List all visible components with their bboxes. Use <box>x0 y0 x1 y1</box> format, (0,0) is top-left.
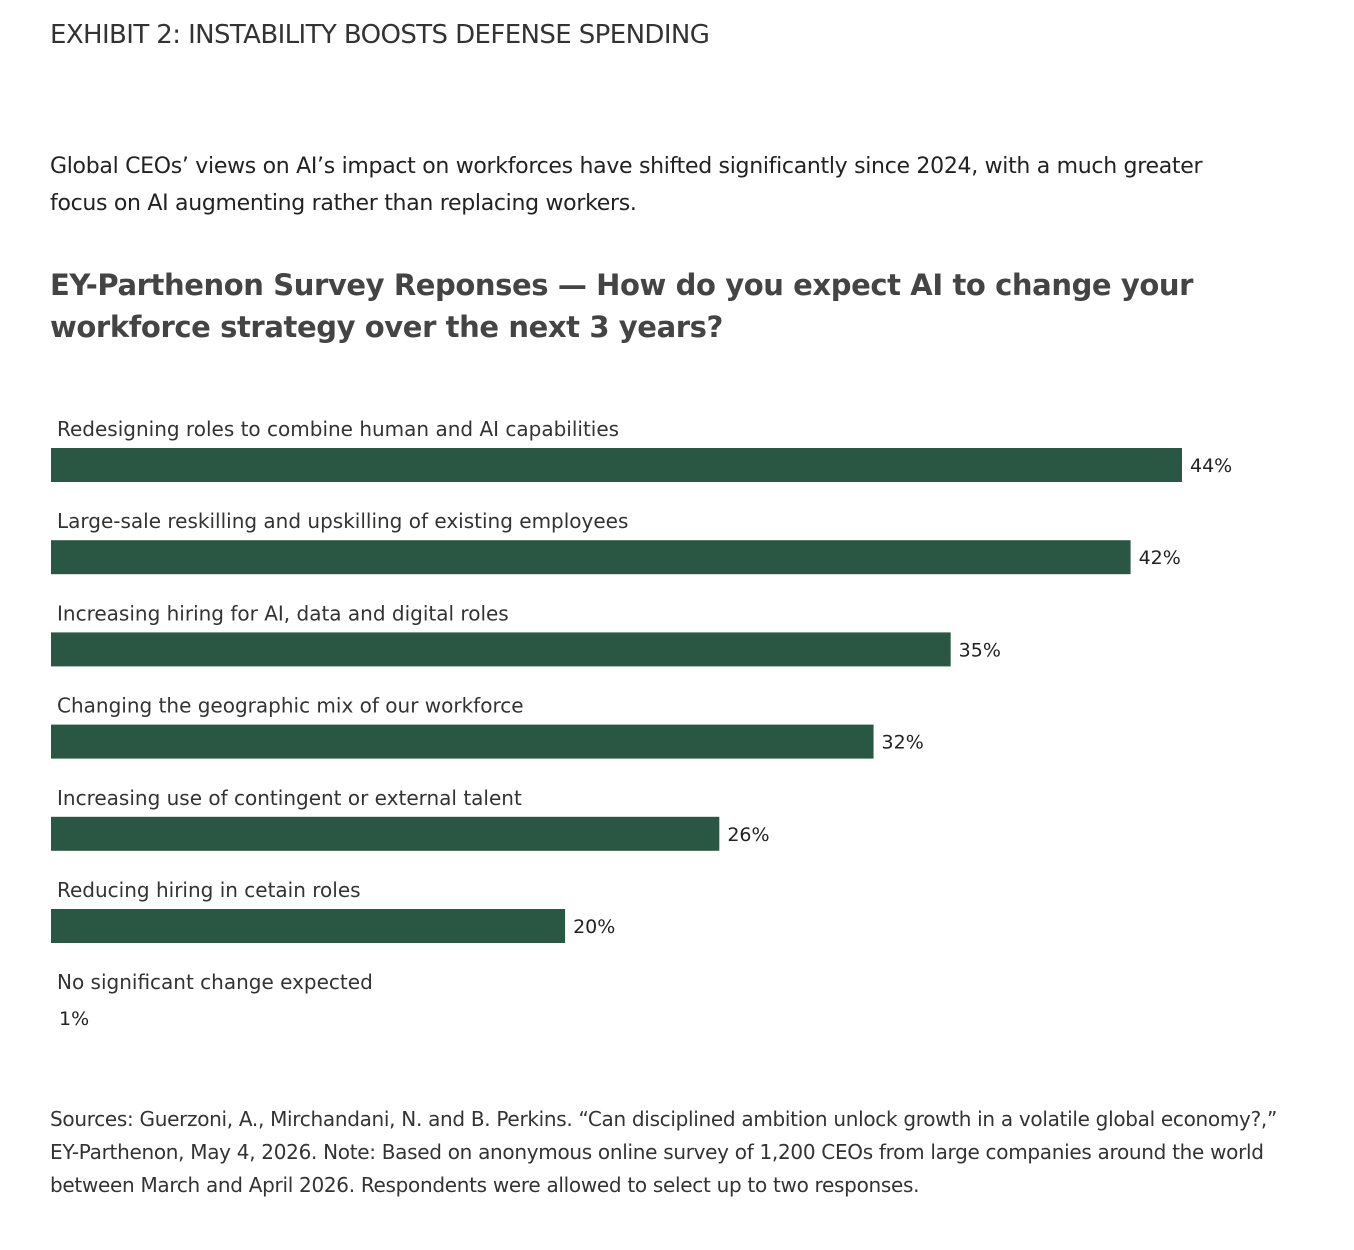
sources-note: Sources: Guerzoni, A., Mirchandani, N. a… <box>50 1107 1278 1197</box>
category-label: Large-sale reskilling and upskilling of … <box>57 509 628 533</box>
value-label: 32% <box>882 732 924 754</box>
bar <box>51 540 1131 575</box>
value-label: 42% <box>1139 547 1181 569</box>
category-label: Redesigning roles to combine human and A… <box>57 417 619 441</box>
category-label: Increasing hiring for AI, data and digit… <box>57 601 509 625</box>
value-label: 44% <box>1190 455 1232 477</box>
intro-text: Global CEOs’ views on AI’s impact on wor… <box>50 154 1203 216</box>
bar <box>51 909 566 943</box>
bar-chart-svg: Redesigning roles to combine human and A… <box>51 417 1232 1030</box>
bar <box>51 724 874 759</box>
bar-chart: Redesigning roles to combine human and A… <box>0 400 1354 1060</box>
category-label: No significant change expected <box>57 970 373 994</box>
value-label: 35% <box>959 639 1001 661</box>
category-label: Changing the geographic mix of our workf… <box>57 694 524 718</box>
exhibit-title: EXHIBIT 2: INSTABILITY BOOSTS DEFENSE SP… <box>50 20 710 50</box>
value-label: 1% <box>59 1008 89 1030</box>
bar <box>51 632 951 667</box>
value-label: 26% <box>727 824 769 846</box>
category-label: Reducing hiring in cetain roles <box>57 878 361 902</box>
bar <box>51 448 1182 482</box>
category-label: Increasing use of contingent or external… <box>57 786 522 810</box>
chart-title: EY-Parthenon Survey Reponses — How do yo… <box>50 268 1194 344</box>
bar <box>51 816 720 851</box>
value-label: 20% <box>573 916 615 938</box>
